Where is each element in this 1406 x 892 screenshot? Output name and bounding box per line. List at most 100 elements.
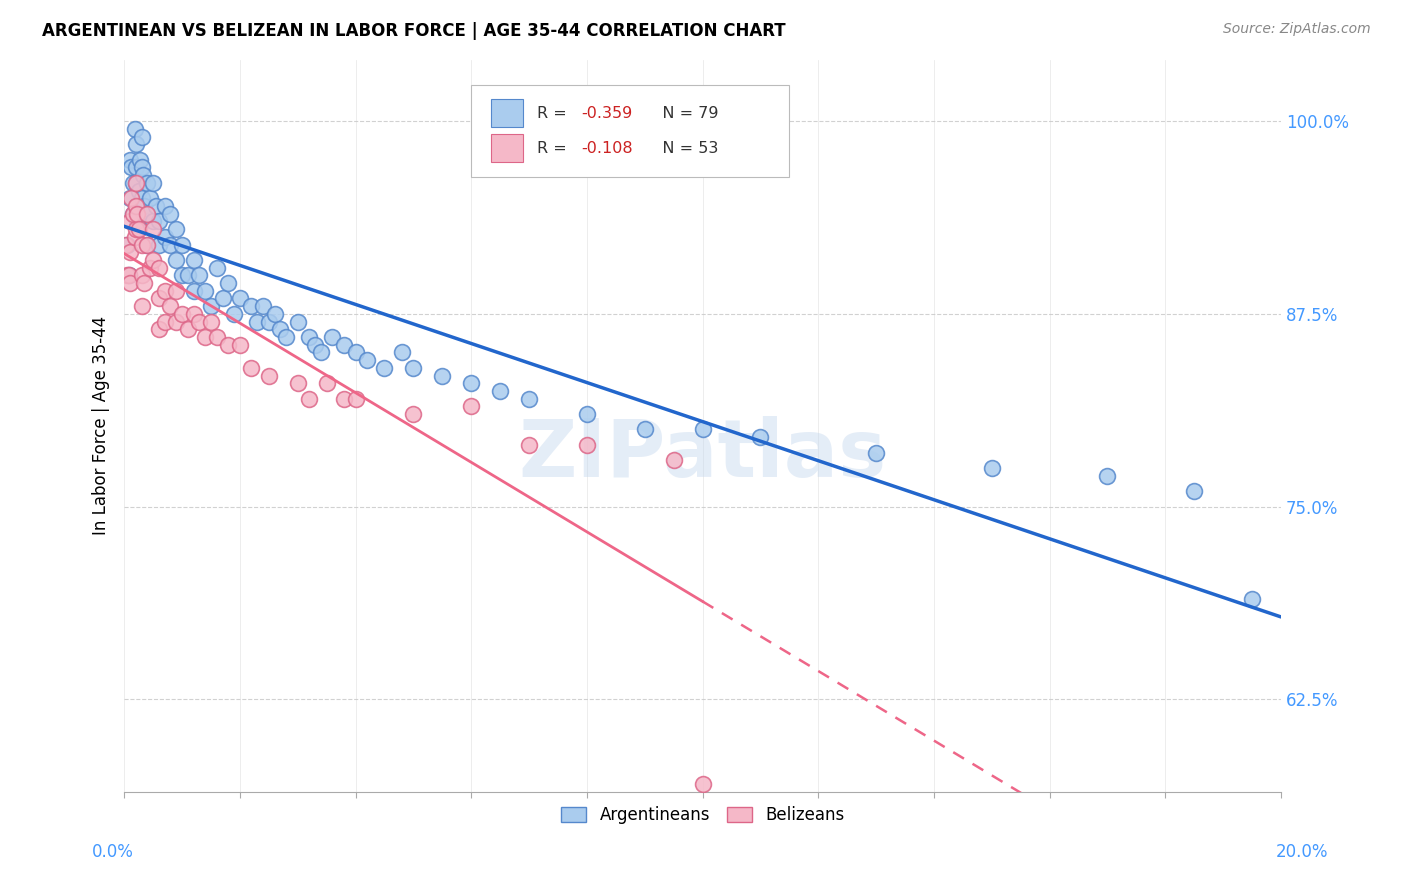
Point bbox=[980, 461, 1002, 475]
Point bbox=[276, 330, 298, 344]
Point bbox=[129, 153, 152, 167]
Point bbox=[432, 368, 454, 383]
Point bbox=[224, 307, 246, 321]
Point bbox=[118, 191, 141, 205]
Point bbox=[194, 284, 217, 298]
Point bbox=[131, 268, 153, 283]
Point bbox=[159, 299, 181, 313]
Point bbox=[148, 237, 170, 252]
Point bbox=[183, 252, 205, 267]
Point bbox=[205, 260, 228, 275]
Point bbox=[124, 122, 146, 136]
Point bbox=[125, 176, 148, 190]
Point bbox=[211, 292, 233, 306]
Point bbox=[122, 207, 145, 221]
Point bbox=[134, 199, 156, 213]
Point bbox=[246, 315, 269, 329]
Point bbox=[200, 315, 222, 329]
Point bbox=[148, 214, 170, 228]
Point bbox=[575, 407, 598, 421]
Point bbox=[188, 268, 211, 283]
Point bbox=[125, 222, 148, 236]
Point bbox=[139, 260, 162, 275]
Point bbox=[170, 237, 193, 252]
Point bbox=[298, 330, 321, 344]
Point bbox=[240, 360, 263, 375]
Point bbox=[489, 384, 512, 398]
Point bbox=[136, 207, 159, 221]
Point bbox=[125, 199, 148, 213]
Point bbox=[183, 307, 205, 321]
Point bbox=[131, 129, 153, 144]
Point bbox=[170, 268, 193, 283]
Point bbox=[460, 376, 482, 391]
Point bbox=[662, 453, 685, 467]
Text: Source: ZipAtlas.com: Source: ZipAtlas.com bbox=[1223, 22, 1371, 37]
Point bbox=[131, 161, 153, 175]
Point bbox=[120, 161, 142, 175]
Point bbox=[165, 252, 187, 267]
Point bbox=[200, 299, 222, 313]
Point bbox=[304, 337, 326, 351]
Point bbox=[402, 360, 425, 375]
Point bbox=[115, 237, 138, 252]
Point bbox=[148, 322, 170, 336]
Point bbox=[153, 199, 176, 213]
Y-axis label: In Labor Force | Age 35-44: In Labor Force | Age 35-44 bbox=[93, 316, 110, 535]
Point bbox=[128, 222, 150, 236]
Text: -0.359: -0.359 bbox=[581, 105, 633, 120]
Point bbox=[177, 268, 200, 283]
Point bbox=[125, 161, 148, 175]
Text: -0.108: -0.108 bbox=[581, 141, 633, 156]
Point bbox=[692, 422, 714, 436]
Point bbox=[118, 245, 141, 260]
Point bbox=[165, 222, 187, 236]
Point bbox=[153, 284, 176, 298]
Point bbox=[134, 276, 156, 290]
Point bbox=[125, 207, 148, 221]
Point bbox=[122, 207, 145, 221]
Point bbox=[194, 330, 217, 344]
Point bbox=[145, 199, 167, 213]
Point bbox=[131, 191, 153, 205]
Point bbox=[373, 360, 395, 375]
Legend: Argentineans, Belizeans: Argentineans, Belizeans bbox=[554, 799, 851, 830]
Point bbox=[115, 237, 138, 252]
Point bbox=[118, 268, 141, 283]
Point bbox=[692, 777, 714, 791]
Point bbox=[257, 315, 280, 329]
Point bbox=[118, 268, 141, 283]
Point bbox=[1182, 484, 1205, 499]
Point bbox=[142, 214, 165, 228]
Point bbox=[122, 176, 145, 190]
Text: 20.0%: 20.0% bbox=[1277, 843, 1329, 861]
Point bbox=[269, 322, 291, 336]
Point bbox=[240, 299, 263, 313]
Point bbox=[148, 260, 170, 275]
Point bbox=[1240, 592, 1263, 607]
Point bbox=[575, 438, 598, 452]
FancyBboxPatch shape bbox=[491, 99, 523, 127]
Point bbox=[136, 237, 159, 252]
Point bbox=[136, 176, 159, 190]
Point bbox=[118, 214, 141, 228]
Point bbox=[188, 315, 211, 329]
Point bbox=[460, 400, 482, 414]
Point bbox=[344, 345, 367, 359]
Text: R =: R = bbox=[537, 105, 572, 120]
Text: R =: R = bbox=[537, 141, 572, 156]
Point bbox=[287, 376, 309, 391]
Point bbox=[118, 276, 141, 290]
Point bbox=[229, 337, 252, 351]
Point bbox=[309, 345, 332, 359]
Point bbox=[128, 184, 150, 198]
Point bbox=[118, 153, 141, 167]
Point bbox=[333, 337, 356, 351]
Point bbox=[298, 392, 321, 406]
Point bbox=[153, 315, 176, 329]
Point bbox=[865, 445, 887, 459]
Point bbox=[153, 230, 176, 244]
Point bbox=[344, 392, 367, 406]
Point bbox=[257, 368, 280, 383]
Point bbox=[333, 392, 356, 406]
